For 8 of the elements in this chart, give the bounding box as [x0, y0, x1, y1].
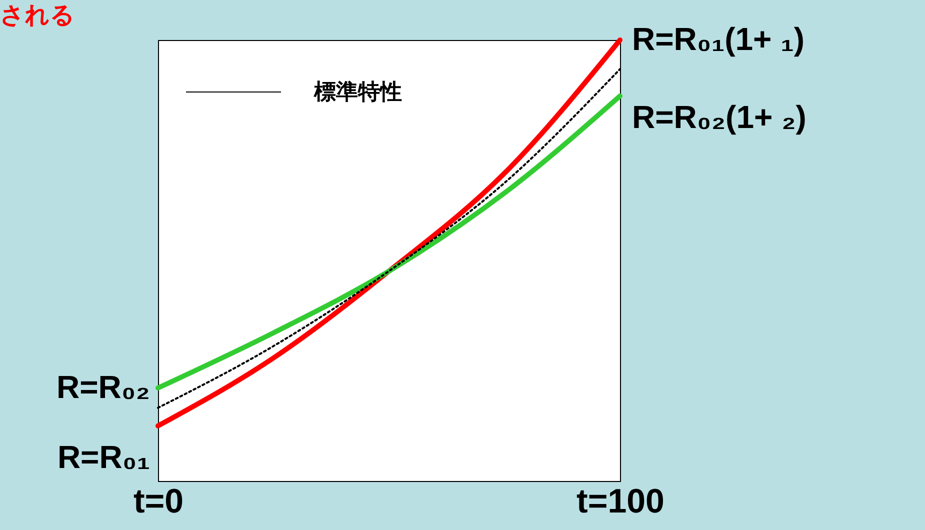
series-label: R=R₀₂(1+ ₂) — [632, 99, 806, 136]
series-label: R=R₀₁(1+ ₁) — [632, 21, 804, 57]
x-tick-label: t=100 — [576, 482, 664, 520]
annotation: R=R₀₁ — [57, 438, 150, 475]
x-tick-label: t=0 — [133, 482, 184, 520]
legend-label: 標準特性 — [313, 79, 402, 104]
annotation: R=R₀₂ — [56, 368, 150, 405]
chart-title: される — [0, 2, 75, 29]
